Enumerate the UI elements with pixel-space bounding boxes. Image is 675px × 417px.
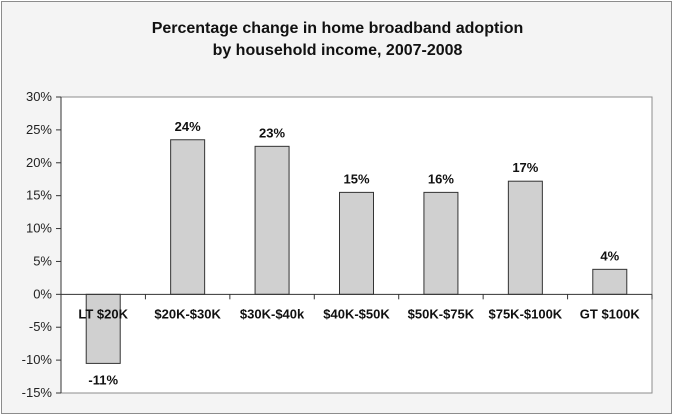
y-tick-label: 15% bbox=[26, 188, 52, 203]
bars bbox=[85, 139, 628, 364]
x-tick-label-5: $75K-$100K bbox=[488, 306, 562, 321]
bar-2 bbox=[254, 145, 290, 295]
x-axis-labels: LT $20K $20K-$30K $30K-$40k $40K-$50K $50K-$… bbox=[78, 306, 640, 321]
data-label-6: 4% bbox=[600, 248, 619, 263]
data-label-4: 16% bbox=[428, 171, 454, 186]
bar-6 bbox=[592, 268, 628, 295]
x-tick-label-1: $20K-$30K bbox=[154, 306, 221, 321]
y-tick-label: 0% bbox=[33, 286, 52, 301]
y-tick-label: -5% bbox=[29, 319, 53, 334]
data-label-1: 24% bbox=[175, 119, 201, 134]
y-tick-label: 10% bbox=[26, 221, 52, 236]
y-tick-label: -10% bbox=[22, 352, 53, 367]
data-label-5: 17% bbox=[512, 160, 538, 175]
x-tick-label-2: $30K-$40k bbox=[240, 306, 305, 321]
bar-1 bbox=[170, 139, 206, 295]
y-tick-label: 25% bbox=[26, 122, 52, 137]
y-tick-label: 5% bbox=[33, 253, 52, 268]
x-tick-label-0: LT $20K bbox=[78, 306, 128, 321]
chart-title-line-2: by household income, 2007-2008 bbox=[212, 42, 463, 59]
y-tick-label: -15% bbox=[22, 385, 53, 400]
y-tick-label: 30% bbox=[26, 89, 52, 104]
bar-3 bbox=[339, 191, 374, 295]
y-tick-label: 20% bbox=[26, 155, 52, 170]
chart-title: Percentage change in home broadband adop… bbox=[2, 18, 673, 62]
zero-axis-group bbox=[60, 293, 653, 300]
data-label-0: -11% bbox=[88, 372, 118, 387]
x-tick-label-3: $40K-$50K bbox=[323, 306, 390, 321]
chart-title-line-1: Percentage change in home broadband adop… bbox=[151, 20, 524, 37]
data-label-2: 23% bbox=[259, 125, 285, 140]
bar-4 bbox=[423, 191, 459, 295]
bar-0 bbox=[85, 293, 121, 364]
bar-5 bbox=[507, 180, 543, 295]
y-axis: 30% 25% 20% 15% 10% 5% 0% -5% -10% -15% bbox=[22, 89, 62, 400]
data-labels: -11% 24% 23% 15% 16% 17% 4% bbox=[88, 119, 619, 388]
x-tick-label-6: GT $100K bbox=[580, 306, 641, 321]
data-label-3: 15% bbox=[343, 171, 369, 186]
x-tick-label-4: $50K-$75K bbox=[408, 306, 475, 321]
